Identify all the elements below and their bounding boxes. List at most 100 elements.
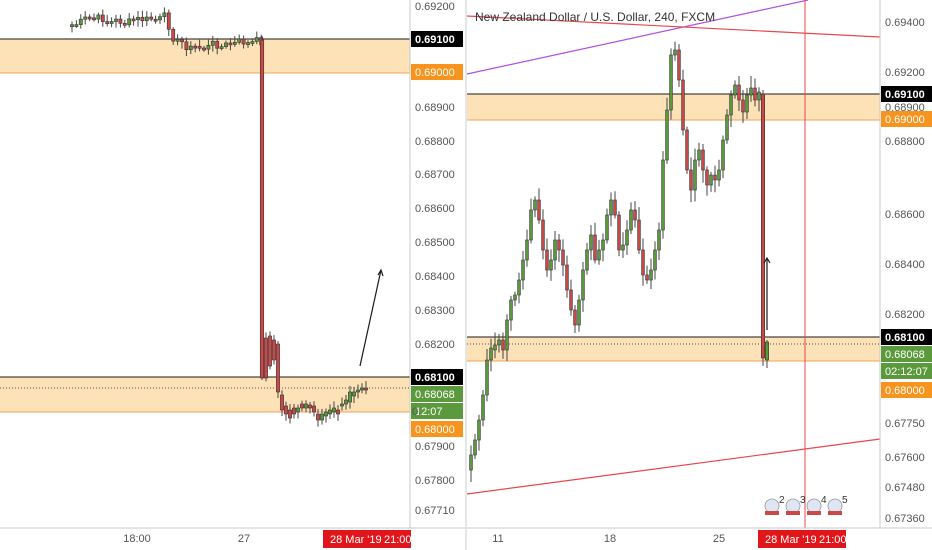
candle-body: [673, 49, 677, 56]
price-badge: [411, 64, 463, 80]
y-tick-label: 0.67750: [885, 418, 925, 430]
flag-stripe: [807, 511, 821, 515]
candle-body: [153, 18, 158, 22]
candle-body: [657, 229, 661, 251]
candle-body: [509, 299, 513, 321]
y-tick-label: 0.67710: [415, 505, 455, 517]
candle-body: [127, 18, 132, 26]
candle-body: [180, 38, 184, 43]
candle-body: [175, 38, 180, 42]
price-badge-label: 0.68100: [885, 332, 925, 344]
price-badge-label: 02:12:07: [885, 366, 928, 378]
candle-body: [677, 49, 681, 81]
candle-body: [288, 409, 292, 419]
y-tick-label: 0.: [412, 406, 421, 418]
candle-body: [689, 169, 693, 191]
event-marker-label: 4: [821, 495, 827, 506]
candle-body: [122, 23, 127, 26]
y-tick-label: 0.68500: [415, 237, 455, 249]
price-badge-label: 0.68000: [415, 424, 455, 436]
candle-body: [549, 259, 553, 271]
y-tick-label: 0.67600: [885, 452, 925, 464]
candle-body: [741, 99, 745, 113]
candle-body: [300, 403, 304, 409]
candle-body: [637, 219, 641, 251]
candle-body: [109, 21, 114, 24]
flag-icon[interactable]: [827, 498, 843, 514]
y-tick-label: 0.67900: [415, 441, 455, 453]
candle-body: [749, 87, 753, 96]
candle-body: [629, 209, 633, 231]
x-tick-label: 11: [492, 533, 503, 545]
candle-body: [193, 45, 198, 49]
candle-body: [254, 37, 259, 42]
candle-body: [224, 42, 228, 47]
candle-body: [292, 407, 296, 415]
candle-body: [118, 18, 123, 24]
candle-body: [485, 359, 489, 396]
y-tick-label: 0.67800: [415, 475, 455, 487]
price-badge: [881, 329, 932, 345]
candle-body: [517, 279, 521, 296]
candle-body: [477, 419, 481, 441]
left-time-axis[interactable]: 18:00 27 28 Mar '19 21:00: [123, 530, 412, 548]
candle-body: [215, 40, 220, 49]
y-tick-label: 0.69200: [415, 1, 455, 13]
flag-icon[interactable]: [806, 498, 822, 514]
candle-body: [473, 439, 477, 456]
left-chart-panel[interactable]: [0, 0, 410, 528]
price-badge: [411, 369, 463, 385]
left-price-axis[interactable]: 0.69200 0.69000 0.68900 0.68800 0.68700 0.686…: [409, 0, 463, 528]
candle-body: [589, 234, 593, 251]
flag-icon[interactable]: [785, 498, 801, 514]
price-badge: [881, 346, 932, 362]
candle-body: [352, 391, 356, 397]
candle-body: [250, 41, 255, 44]
candle-body: [276, 343, 280, 393]
candle-body: [717, 169, 721, 181]
right-chart-panel[interactable]: New Zealand Dollar / U.S. Dollar, 240, F…: [466, 0, 881, 528]
y-tick-label: 0.67360: [885, 513, 925, 525]
date-badge-date: 28 Mar '19: [330, 534, 382, 546]
candle-body: [284, 405, 288, 415]
candle-body: [197, 45, 202, 49]
candle-body: [525, 239, 529, 261]
candle-body: [210, 40, 215, 46]
event-markers[interactable]: 2 3 4 5: [764, 495, 848, 515]
x-tick-label: 18: [604, 533, 616, 545]
right-price-axis[interactable]: 0.694000.692000.689000.688000.686000.684…: [879, 0, 932, 528]
y-tick-label: 0.69200: [885, 67, 925, 79]
candle-body: [70, 24, 74, 27]
candle-body: [725, 114, 729, 141]
y-tick-label: 0.68600: [885, 209, 925, 221]
candle-body: [593, 234, 597, 261]
candle-body: [328, 409, 332, 415]
candle-body: [497, 339, 501, 346]
price-badge: [411, 421, 463, 437]
candle-body: [140, 16, 145, 22]
candle-body: [661, 159, 665, 231]
right-time-axis[interactable]: 11 18 25 28 Mar '19 21:00: [492, 530, 847, 548]
candle-body: [573, 309, 577, 326]
candle-body: [705, 169, 709, 186]
candle-body: [501, 339, 505, 351]
x-tick-label: 25: [713, 533, 725, 545]
candle-body: [259, 39, 265, 379]
candle-body: [481, 394, 485, 421]
candle-body: [149, 16, 154, 20]
candle-body: [280, 394, 284, 411]
candle-body: [268, 335, 272, 367]
flag-stripe: [786, 511, 800, 515]
flag-icon[interactable]: [764, 498, 780, 514]
candle-body: [533, 199, 537, 211]
candle-body: [360, 387, 364, 391]
channel-lower-line: [466, 438, 881, 495]
candle-body: [577, 299, 581, 326]
candle-body: [356, 389, 360, 393]
candle-body: [681, 79, 685, 131]
candle-body: [304, 403, 308, 409]
price-badge-label: 0.69000: [885, 114, 925, 126]
price-badge: [881, 86, 932, 102]
candle-body: [324, 411, 328, 417]
